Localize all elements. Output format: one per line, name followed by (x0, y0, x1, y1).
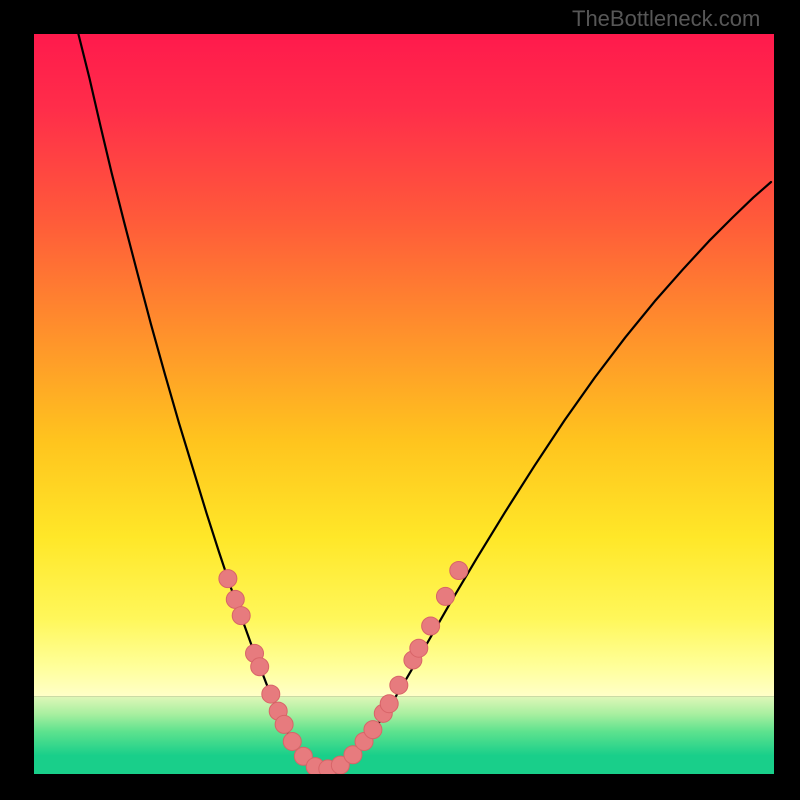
data-marker (275, 715, 293, 733)
data-marker (232, 607, 250, 625)
data-marker (436, 587, 454, 605)
data-marker (380, 695, 398, 713)
bottleneck-chart (34, 34, 774, 774)
data-marker (219, 570, 237, 588)
data-marker (390, 676, 408, 694)
data-marker (364, 721, 382, 739)
chart-green-band (34, 696, 774, 755)
chart-bottom-strip (34, 756, 774, 775)
watermark-text: TheBottleneck.com (572, 6, 760, 32)
data-marker (410, 639, 428, 657)
data-marker (422, 617, 440, 635)
data-marker (251, 658, 269, 676)
data-marker (283, 732, 301, 750)
chart-stage: TheBottleneck.com (0, 0, 800, 800)
data-marker (226, 590, 244, 608)
data-marker (450, 562, 468, 580)
chart-background-gradient (34, 34, 774, 696)
data-marker (262, 685, 280, 703)
